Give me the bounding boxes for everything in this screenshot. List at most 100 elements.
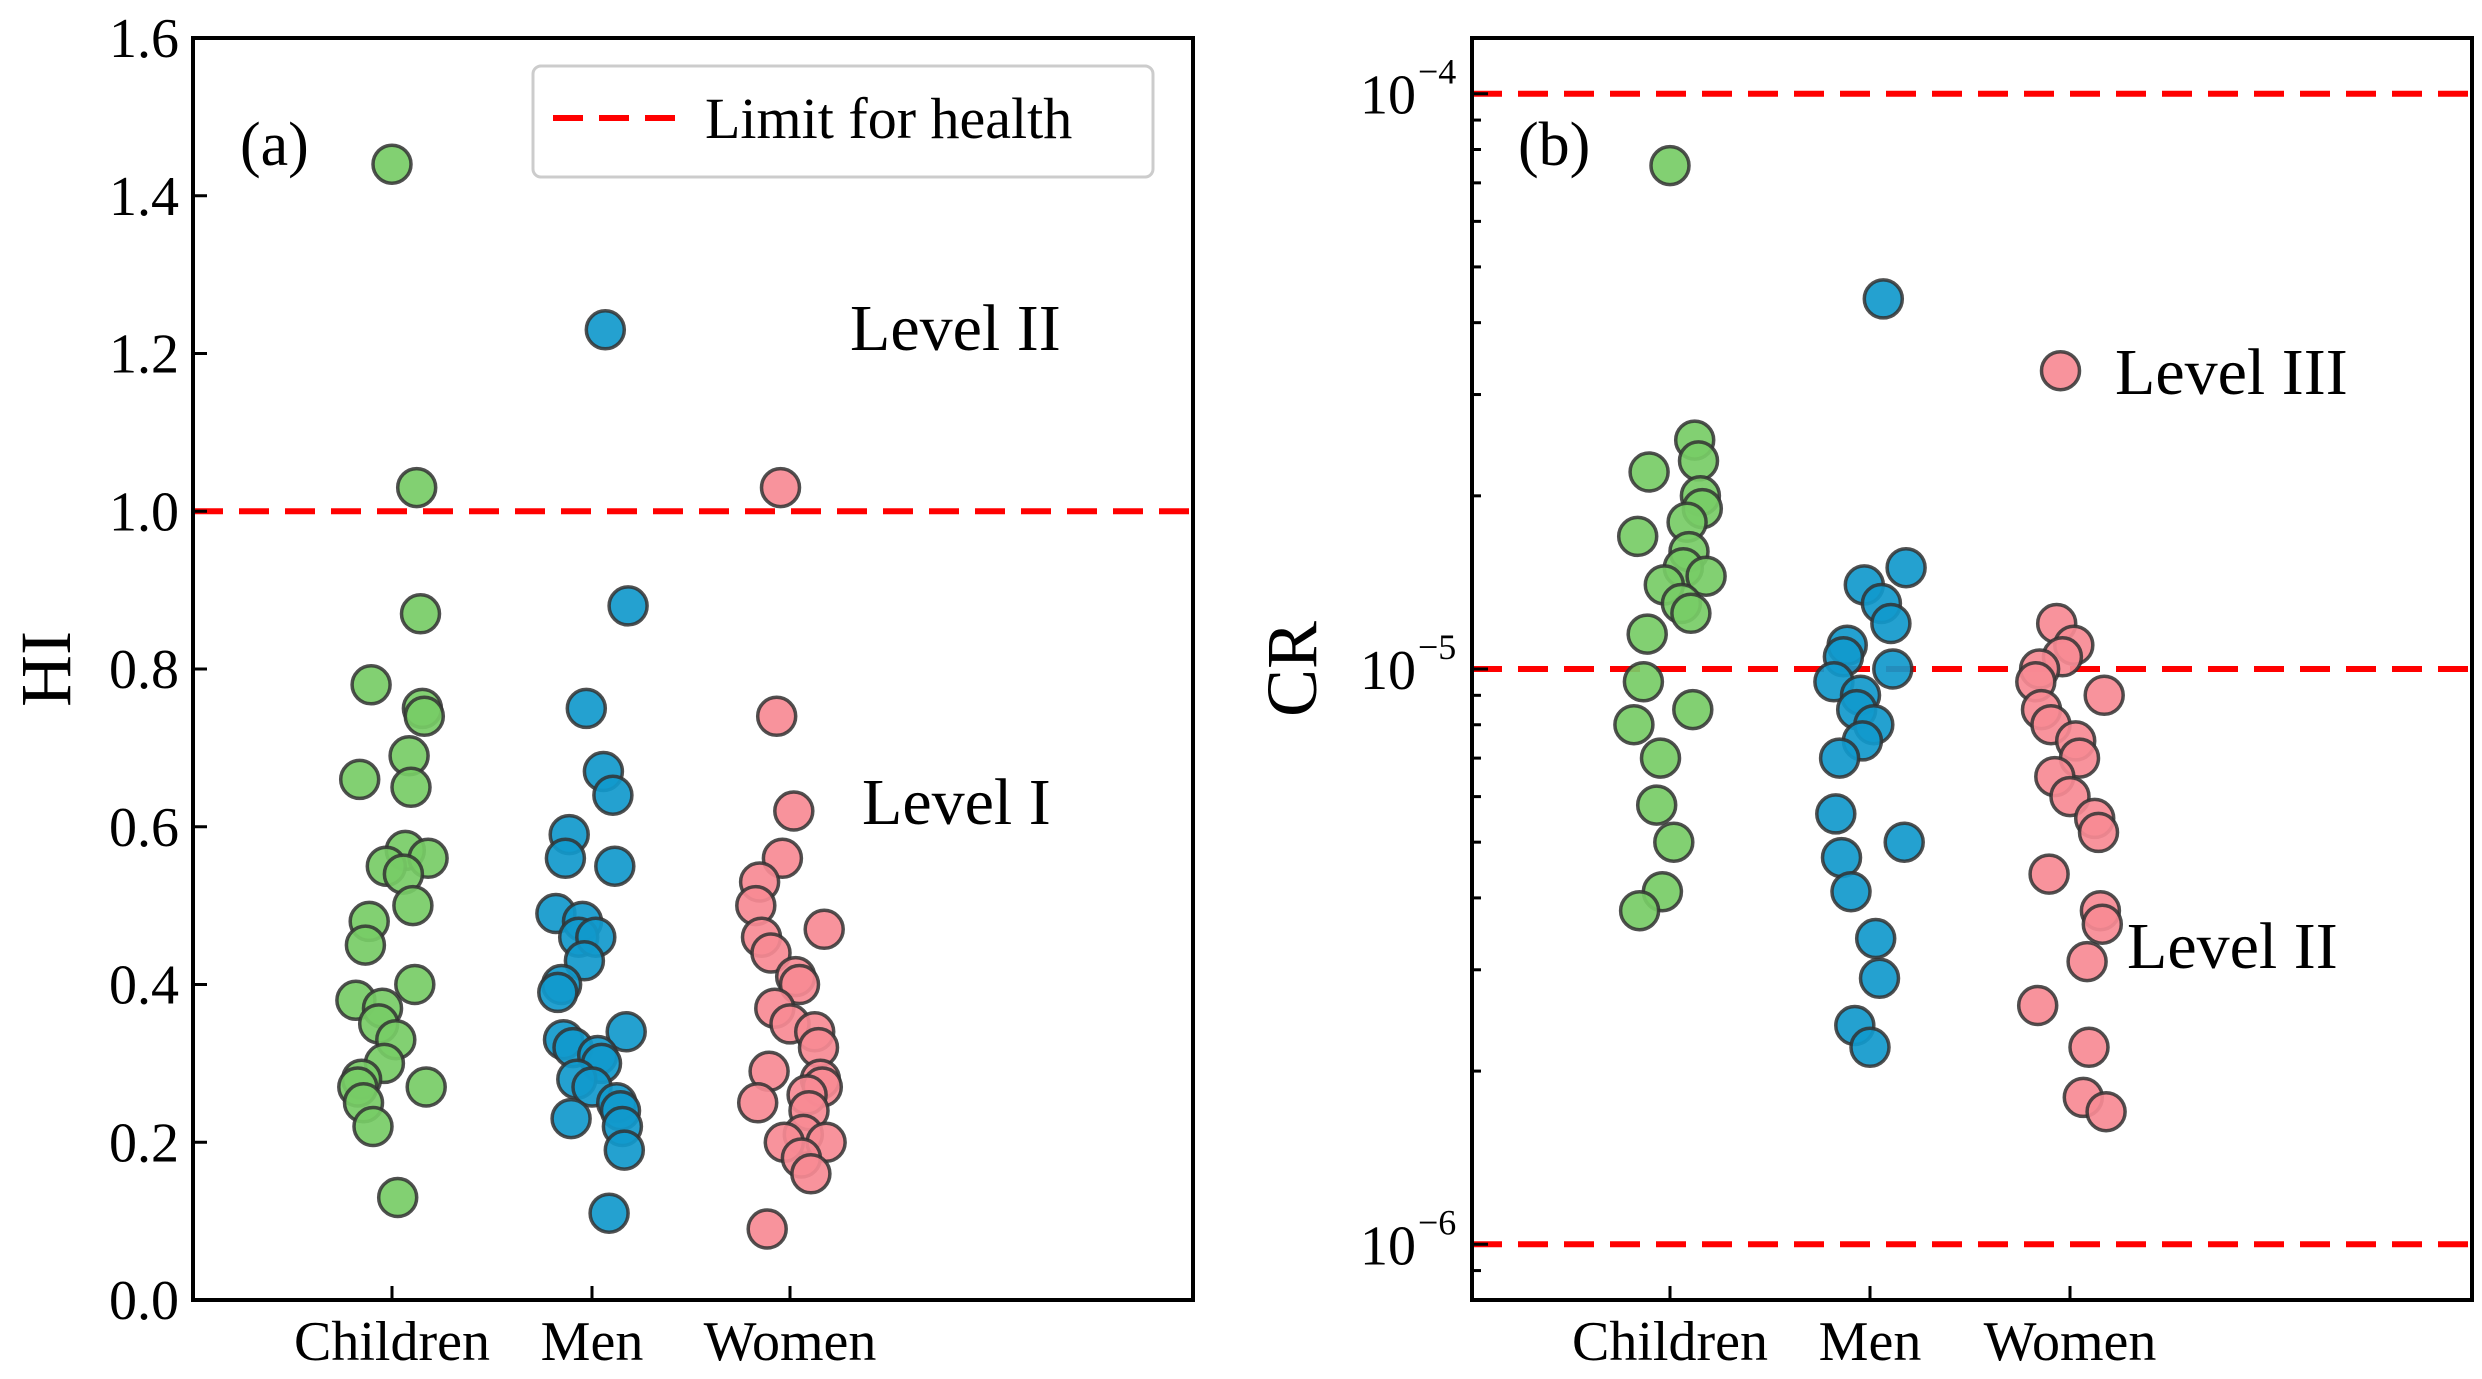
panel-a-point-children [394, 963, 436, 1006]
panel-b-point-men [1885, 546, 1927, 589]
panel-a-point-men [584, 309, 627, 351]
panel-a-point-men [544, 837, 587, 880]
panel-a-y-tick-label: 0.0 [109, 1270, 179, 1332]
panel-b-category-label-women: Women [1984, 1311, 2157, 1373]
panel-b-point-children [1649, 144, 1691, 187]
panel-b-point-men [1872, 648, 1914, 690]
panel-b-point-men [1854, 917, 1897, 960]
panel-b-y-tick-label: 10 [1360, 1215, 1416, 1277]
panel-a-point-children [395, 466, 438, 509]
panel-b-point-men [1849, 1026, 1891, 1069]
panel-a-category-label-men: Men [541, 1311, 644, 1373]
panel-a-point-women [736, 1082, 779, 1124]
panel-b-point-men [1858, 957, 1901, 1000]
panel-b-point-women [2039, 349, 2082, 392]
panel-a-point-men [594, 845, 636, 887]
panel-b-annotation-level-iii: Level III [2115, 336, 2348, 409]
panel-b-y-tick-exponent: −4 [1418, 52, 1456, 92]
panel-b-point-children [1626, 613, 1668, 655]
panel-b-y-tick-label: 10 [1360, 640, 1416, 702]
panel-b-point-children [1628, 451, 1670, 493]
panel-b-point-men [1883, 821, 1925, 863]
panel-a-point-children [350, 664, 392, 706]
panel-b-point-men [1820, 836, 1863, 879]
panel-a-point-men [588, 1192, 630, 1234]
panel-b-point-men [1818, 737, 1861, 779]
panel-a-point-women [803, 908, 845, 951]
panel-b-point-children [1653, 821, 1695, 863]
panel-b-point-women [2081, 903, 2124, 945]
panel-a-point-children [403, 695, 446, 738]
panel-b-y-tick-exponent: −6 [1418, 1202, 1456, 1242]
panel-a-point-men [592, 774, 634, 816]
panel-a-point-men [605, 1011, 647, 1053]
panel-b-point-men [1815, 793, 1857, 835]
panel-b-point-children [1618, 889, 1661, 932]
panel-b-point-children [1670, 592, 1712, 635]
panel-a-y-axis-label: HI [6, 631, 86, 707]
panel-b-y-tick-exponent: −5 [1418, 627, 1456, 667]
panel-a-point-children [390, 766, 432, 809]
panel-b-point-children [1613, 703, 1655, 746]
panel-a-point-women [759, 466, 802, 509]
panel-b-point-women [2068, 1026, 2110, 1069]
panel-a-point-children [352, 1105, 394, 1148]
legend-frame [531, 64, 1155, 179]
panel-b-point-women [2085, 1090, 2127, 1133]
panel-b-point-children [1639, 737, 1682, 779]
panel-b-point-women [2016, 984, 2059, 1027]
panel-a-point-men [537, 971, 579, 1014]
panel-a-point-men [550, 1097, 592, 1140]
legend-label: Limit for health [705, 86, 1072, 151]
panel-b-point-children [1635, 784, 1678, 826]
panel-a-point-children [399, 593, 442, 635]
panel-a-y-tick-label: 1.2 [109, 324, 179, 386]
panel-a-annotation-level-i: Level I [862, 766, 1051, 839]
panel-a-y-tick-label: 0.8 [109, 639, 179, 701]
panel-b-point-women [2083, 674, 2125, 717]
panel-b-point-children [1616, 515, 1659, 558]
panel-b-point-children [1685, 555, 1727, 597]
panel-b-point-children [1622, 661, 1665, 703]
panel-a-category-label-children: Children [294, 1311, 490, 1373]
panel-a-point-men [565, 687, 608, 730]
panel-b-point-women [2066, 940, 2108, 983]
panel-a-point-women [790, 1153, 832, 1195]
panel-a-point-children [371, 143, 413, 185]
panel-a-annotation-level-ii: Level II [850, 292, 1061, 365]
panel-a-point-children [338, 758, 381, 801]
panel-b-y-tick-label: 10 [1360, 65, 1416, 127]
panel-a-point-women [773, 790, 815, 832]
panel-b-annotation-level-ii: Level II [2127, 910, 2338, 983]
panel-b-y-axis-label: CR [1252, 621, 1332, 717]
panel-a-y-tick-label: 0.2 [109, 1112, 179, 1174]
panel-a-hi-chart: 0.0 0.2 0.4 0.6 0.8 1.0 1.2 1.4 1.6 Children Men Wo… [6, 8, 1195, 1373]
panel-a-point-women [746, 1208, 788, 1250]
panel-a-point-women [755, 695, 798, 738]
panel-b-point-men [1870, 602, 1912, 645]
legend: Limit for health [531, 64, 1155, 179]
panel-a-point-children [376, 1176, 419, 1219]
panel-a-tag: (a) [240, 111, 309, 179]
panel-b-point-children [1672, 688, 1714, 731]
panel-a-y-tick-label: 1.6 [109, 8, 179, 70]
panel-a-point-children [344, 924, 387, 966]
panel-b-point-men [1830, 870, 1872, 913]
panel-b-category-label-children: Children [1572, 1311, 1768, 1373]
panel-b-point-women [2077, 811, 2120, 854]
panel-a-point-children [392, 884, 434, 927]
panel-a-point-men [603, 1129, 646, 1171]
panel-a-y-tick-label: 1.4 [109, 166, 179, 228]
panel-b-tag: (b) [1518, 111, 1590, 179]
panel-a-y-tick-label: 1.0 [109, 481, 179, 543]
panel-b-category-label-men: Men [1819, 1311, 1922, 1373]
panel-a-category-label-women: Women [704, 1311, 877, 1373]
panel-a-point-children [405, 1066, 447, 1108]
panel-b-point-children [1677, 440, 1720, 482]
panel-a-point-men [607, 585, 649, 627]
panel-a-y-tick-label: 0.6 [109, 797, 179, 859]
panel-a-axes-frame [191, 36, 1195, 1302]
panel-b-point-men [1862, 278, 1905, 320]
